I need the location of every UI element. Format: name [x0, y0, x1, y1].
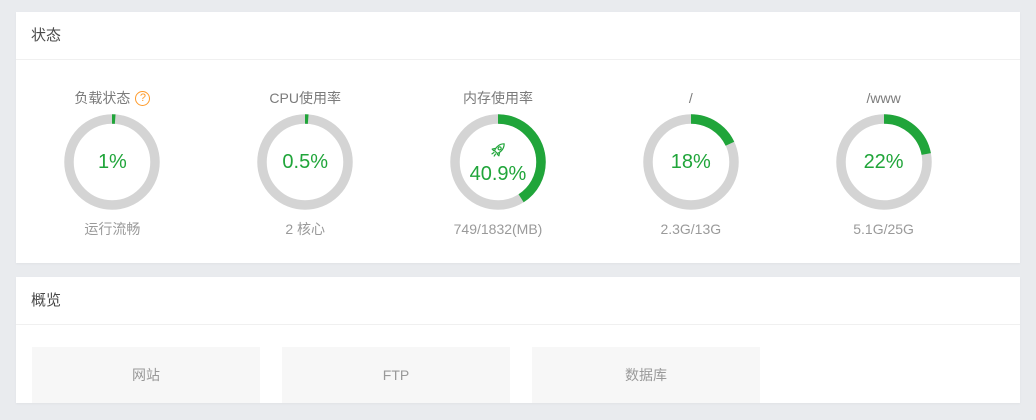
website-card[interactable]: 网站 — [32, 347, 260, 403]
gauge-disk-root: / 18% 2.3G/13G — [594, 88, 787, 239]
gauge-ring — [835, 114, 932, 210]
status-panel: 状态 负载状态 ? 1% 运行流畅 CPU使用率 — [16, 12, 1020, 263]
gauge-label: 内存使用率 — [463, 88, 533, 108]
gauge-value: 40.9% — [469, 162, 527, 185]
gauge-ring-arc — [450, 114, 546, 210]
gauge-memory: 内存使用率 40.9% 749 — [402, 88, 595, 239]
gauge-donut: 22% — [835, 114, 932, 210]
gauge-cpu: CPU使用率 0.5% 2 核心 — [209, 88, 402, 239]
gauge-value: 0.5% — [282, 150, 328, 173]
gauge-row: 负载状态 ? 1% 运行流畅 CPU使用率 — [16, 60, 1020, 239]
gauge-label-text: /www — [866, 90, 901, 106]
gauge-value: 1% — [97, 150, 127, 173]
gauge-ring — [643, 114, 739, 210]
gauge-subtext: 2.3G/13G — [660, 221, 722, 237]
ftp-card[interactable]: FTP — [282, 347, 510, 403]
gauge-ring-arc — [835, 114, 932, 210]
overview-panel: 概览 网站 FTP 数据库 — [16, 277, 1020, 403]
gauge-ring-arc — [257, 114, 353, 210]
overview-section-title: 概览 — [31, 292, 62, 309]
gauge-donut: 18% — [643, 114, 739, 210]
gauge-donut: 40.9% — [450, 114, 546, 210]
gauge-label: CPU使用率 — [269, 88, 341, 108]
gauge-label: / — [689, 88, 693, 108]
gauge-label-text: 负载状态 — [74, 90, 131, 106]
gauge-ring — [450, 114, 546, 210]
gauge-disk-www: /www 22% 5.1G/25G — [787, 88, 980, 239]
gauge-donut: 0.5% — [257, 114, 353, 210]
status-panel-header: 状态 — [16, 12, 1020, 60]
gauge-center: 0.5% — [257, 114, 353, 210]
help-icon[interactable]: ? — [135, 90, 151, 106]
gauge-ring — [64, 114, 161, 210]
status-section-title: 状态 — [31, 27, 62, 44]
gauge-ring-arc — [64, 114, 161, 210]
gauge-subtext: 5.1G/25G — [853, 221, 914, 237]
gauge-center: 18% — [643, 114, 739, 210]
gauge-value: 22% — [863, 150, 904, 173]
gauge-subtext: 749/1832(MB) — [453, 221, 543, 237]
gauge-label-text: / — [688, 90, 693, 106]
gauge-label-text: 内存使用率 — [462, 90, 533, 106]
gauge-ring-arc — [643, 114, 739, 210]
gauge-label: /www — [866, 88, 900, 108]
rocket-icon — [491, 142, 505, 157]
gauge-center: 1% — [64, 114, 160, 210]
gauge-ring — [257, 114, 353, 210]
gauge-subtext: 2 核心 — [285, 221, 326, 237]
overview-card-row: 网站 FTP 数据库 — [16, 325, 1020, 403]
gauge-subtext: 运行流畅 — [84, 221, 141, 237]
gauge-center: 40.9% — [450, 114, 546, 210]
overview-panel-header: 概览 — [16, 277, 1020, 325]
gauge-center: 22% — [836, 114, 932, 210]
gauge-label-text: CPU使用率 — [269, 90, 341, 106]
gauge-donut: 1% — [64, 114, 161, 210]
gauge-load: 负载状态 ? 1% 运行流畅 — [16, 88, 209, 239]
database-card[interactable]: 数据库 — [532, 347, 760, 403]
gauge-value: 18% — [670, 150, 711, 173]
gauge-label: 负载状态 ? — [74, 88, 151, 108]
